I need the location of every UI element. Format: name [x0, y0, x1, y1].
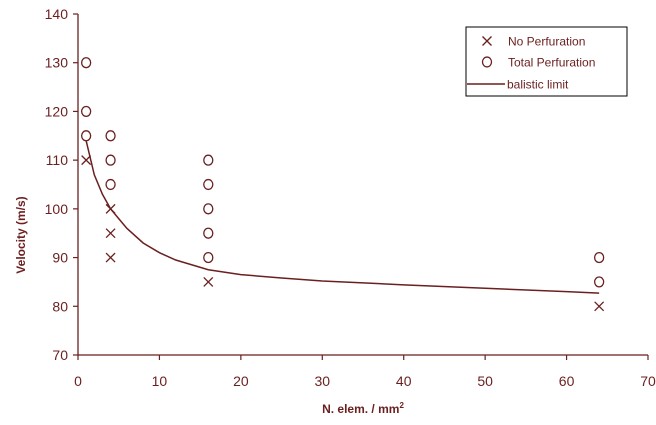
- legend-label: Total Perfuration: [508, 56, 595, 70]
- x-axis-title-text: N. elem. / mm: [322, 402, 399, 416]
- y-tick-label: 120: [45, 103, 69, 119]
- legend-label: balistic limit: [507, 78, 569, 92]
- no-perfuration-point: [203, 276, 214, 287]
- no-perfuration-point: [81, 155, 92, 166]
- total-perfuration-point: [105, 130, 116, 142]
- legend-label: No Perfuration: [508, 35, 585, 49]
- total-perfuration-point: [80, 57, 92, 69]
- total-perfuration-point: [80, 105, 92, 118]
- x-marker-stroke: [203, 276, 214, 287]
- x-axis-title-superscript: 2: [399, 401, 404, 410]
- x-marker-stroke: [482, 36, 492, 46]
- no-perfuration-point: [594, 301, 605, 312]
- axes: 70 80 90 100 110 120 130 140 0 10 20 30 40 50 60 70: [45, 6, 656, 389]
- y-tick-label: 90: [52, 250, 68, 266]
- total-perfuration-point: [80, 130, 92, 142]
- x-marker-stroke: [105, 228, 116, 239]
- y-tick-label: 130: [45, 55, 69, 71]
- x-tick-label: 50: [477, 373, 493, 389]
- total-perfuration-point: [203, 154, 214, 166]
- x-tick-label: 30: [314, 373, 330, 389]
- total-perfuration-point: [105, 178, 116, 191]
- x-axis-title: N. elem. / mm2: [322, 401, 404, 416]
- y-tick-label: 70: [52, 347, 68, 363]
- x-tick-label: 40: [396, 373, 412, 389]
- x-tick-label: 60: [559, 373, 575, 389]
- total-perfuration-point: [203, 251, 214, 264]
- legend: No Perfuration Total Perfuration balistic …: [465, 26, 628, 97]
- chart-marks: [80, 57, 605, 312]
- y-axis-title: Velocity (m/s): [14, 196, 28, 273]
- x-tick-label: 10: [152, 373, 168, 389]
- x-tick-label: 20: [233, 373, 249, 389]
- x-marker-stroke: [594, 301, 605, 312]
- legend-symbol-total-perfuration: [481, 56, 493, 68]
- no-perfuration-point: [105, 252, 116, 263]
- legend-symbol-no-perfuration: [482, 36, 492, 46]
- y-tick-label: 100: [45, 201, 69, 217]
- x-marker-stroke: [105, 252, 116, 263]
- total-perfuration-point: [203, 178, 214, 191]
- ballistic-limit-line: [85, 140, 600, 294]
- x-tick-label: 0: [74, 373, 82, 389]
- y-tick-label: 110: [46, 152, 69, 168]
- y-tick-label: 140: [45, 6, 69, 22]
- total-perfuration-point: [593, 251, 605, 264]
- total-perfuration-point: [203, 227, 214, 239]
- y-tick-label: 80: [52, 298, 68, 314]
- total-perfuration-point: [105, 154, 116, 166]
- x-marker-stroke: [81, 155, 92, 166]
- no-perfuration-point: [105, 228, 116, 239]
- x-tick-label: 70: [640, 373, 656, 389]
- total-perfuration-point: [593, 276, 605, 288]
- total-perfuration-point: [203, 203, 214, 215]
